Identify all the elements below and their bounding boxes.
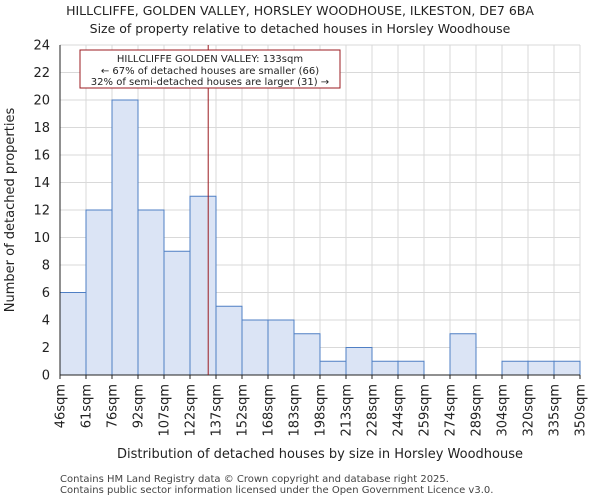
x-tick-label: 320sqm xyxy=(522,384,537,437)
x-tick-label: 46sqm xyxy=(54,384,69,428)
bar xyxy=(215,305,243,376)
y-tick-label: 0 xyxy=(42,369,50,384)
bar xyxy=(527,360,555,376)
bar xyxy=(449,333,477,376)
x-tick-label: 183sqm xyxy=(288,384,303,437)
y-tick-label: 4 xyxy=(42,314,50,329)
bar xyxy=(319,360,347,376)
x-axis-title: Distribution of detached houses by size … xyxy=(117,447,523,462)
chart-subtitle: Size of property relative to detached ho… xyxy=(89,21,511,36)
x-tick-label: 244sqm xyxy=(392,384,407,437)
bar xyxy=(397,360,425,376)
annotation-box xyxy=(79,49,341,89)
x-tick-label: 137sqm xyxy=(210,384,225,437)
y-tick-label: 20 xyxy=(33,94,50,109)
bar xyxy=(241,319,269,376)
x-tick-label: 228sqm xyxy=(366,384,381,437)
x-tick-label: 289sqm xyxy=(470,384,485,437)
x-tick-label: 350sqm xyxy=(574,384,589,437)
x-tick-label: 61sqm xyxy=(80,384,95,428)
x-tick-label: 152sqm xyxy=(236,384,251,437)
bar xyxy=(59,292,87,376)
y-tick-label: 12 xyxy=(33,204,50,219)
x-tick-label: 107sqm xyxy=(158,384,173,437)
y-tick-label: 10 xyxy=(33,231,50,246)
bar xyxy=(137,209,165,376)
x-tick-label: 304sqm xyxy=(496,384,511,437)
y-tick-label: 14 xyxy=(33,176,50,191)
y-axis-title: Number of detached properties xyxy=(3,108,18,313)
x-tick-label: 198sqm xyxy=(314,384,329,437)
footer-licence: Contains public sector information licen… xyxy=(60,485,494,496)
y-tick-label: 24 xyxy=(33,39,50,54)
x-tick-label: 274sqm xyxy=(444,384,459,437)
y-tick-label: 6 xyxy=(42,286,50,301)
bar xyxy=(267,319,295,376)
x-tick-label: 168sqm xyxy=(262,384,277,437)
x-tick-label: 122sqm xyxy=(184,384,199,437)
bar xyxy=(553,360,581,376)
bar xyxy=(371,360,399,376)
y-tick-label: 16 xyxy=(33,149,50,164)
bar xyxy=(293,333,321,376)
bar xyxy=(189,195,217,376)
x-tick-label: 92sqm xyxy=(132,384,147,428)
footer-copyright: Contains HM Land Registry data © Crown c… xyxy=(60,474,449,485)
annotation-line-2: ← 67% of detached houses are smaller (66… xyxy=(101,66,319,77)
x-tick-label: 76sqm xyxy=(106,384,121,428)
y-tick-label: 22 xyxy=(33,66,50,81)
x-tick-label: 213sqm xyxy=(340,384,355,437)
bar xyxy=(345,347,373,376)
x-tick-label: 335sqm xyxy=(548,384,563,437)
chart-title: HILLCLIFFE, GOLDEN VALLEY, HORSLEY WOODH… xyxy=(66,3,534,18)
y-tick-label: 18 xyxy=(33,121,50,136)
y-tick-label: 2 xyxy=(42,341,50,356)
y-tick-label: 8 xyxy=(42,259,50,274)
bar xyxy=(163,250,191,376)
annotation-line-1: HILLCLIFFE GOLDEN VALLEY: 133sqm xyxy=(117,54,303,65)
bar xyxy=(85,209,113,376)
bar xyxy=(111,99,139,376)
annotation-line-3: 32% of semi-detached houses are larger (… xyxy=(91,77,329,88)
x-tick-label: 259sqm xyxy=(418,384,433,437)
bar xyxy=(501,360,529,376)
